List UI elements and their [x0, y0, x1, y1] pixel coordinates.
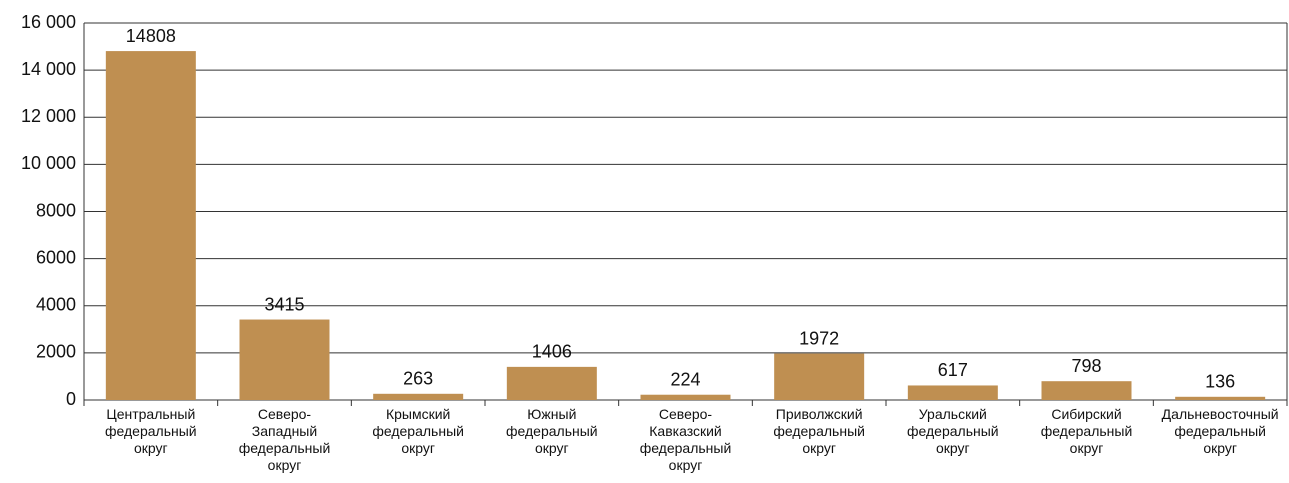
- value-label: 14808: [126, 26, 176, 46]
- y-tick-label: 14 000: [21, 59, 76, 79]
- x-tick-label: Южный федеральный округ: [506, 406, 598, 456]
- y-tick-label: 6000: [36, 247, 76, 267]
- y-tick-label: 10 000: [21, 153, 76, 173]
- value-label: 224: [670, 369, 700, 389]
- bar: [640, 394, 731, 400]
- value-label: 798: [1071, 356, 1101, 376]
- bar: [373, 393, 464, 400]
- bar: [774, 353, 865, 400]
- bar: [105, 51, 196, 401]
- x-tick-label: Крымский федеральный округ: [372, 406, 464, 456]
- value-label: 1972: [799, 328, 839, 348]
- y-tick-label: 12 000: [21, 106, 76, 126]
- bar: [1175, 396, 1266, 400]
- bar: [1041, 381, 1132, 400]
- bar: [506, 366, 597, 400]
- bar: [907, 385, 998, 400]
- value-label: 3415: [264, 294, 304, 314]
- value-label: 136: [1205, 372, 1235, 392]
- value-label: 263: [403, 369, 433, 389]
- x-tick-label: Сибирский федеральный округ: [1040, 406, 1133, 456]
- x-tick-label: Северо- Кавказский федеральный округ: [639, 406, 732, 473]
- y-tick-label: 8000: [36, 200, 76, 220]
- x-tick-label: Дальневосточный федеральный округ: [1161, 406, 1279, 456]
- value-label: 1406: [532, 342, 572, 362]
- x-tick-label: Северо- Западный федеральный округ: [238, 406, 331, 473]
- x-tick-label: Уральский федеральный округ: [907, 406, 999, 456]
- y-tick-label: 4000: [36, 295, 76, 315]
- bar: [239, 319, 330, 400]
- x-tick-label: Приволжский федеральный округ: [773, 406, 865, 456]
- y-tick-label: 2000: [36, 342, 76, 362]
- y-tick-label: 0: [66, 389, 76, 409]
- y-tick-label: 16 000: [21, 12, 76, 32]
- x-tick-label: Центральный федеральный округ: [105, 406, 197, 456]
- value-label: 617: [938, 360, 968, 380]
